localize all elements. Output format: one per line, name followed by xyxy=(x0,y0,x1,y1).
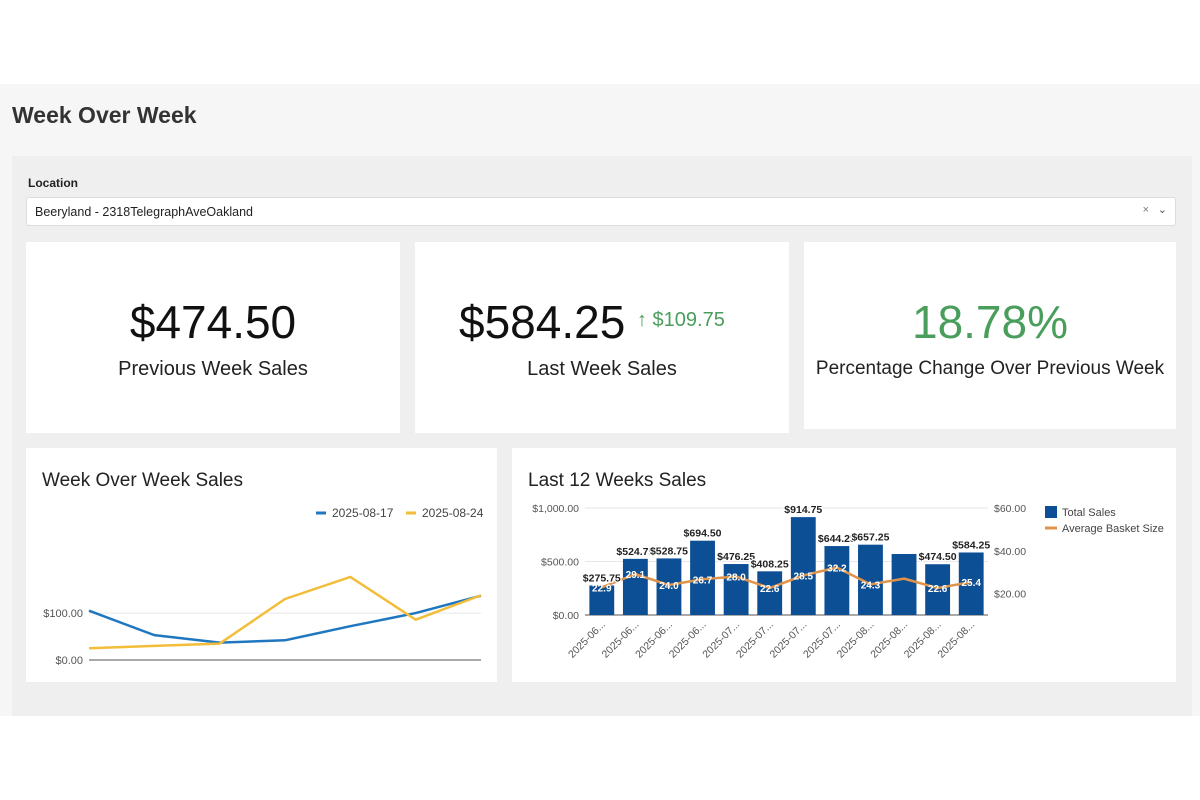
average-basket-label: 22.6 xyxy=(928,584,948,595)
average-basket-label: 24.0 xyxy=(659,581,679,592)
total-sales-bar[interactable] xyxy=(824,546,850,615)
location-select-value: Beeryland - 2318TelegraphAveOakland xyxy=(35,205,253,219)
total-sales-label: $657.25 xyxy=(851,532,889,544)
week-over-week-chart-title: Week Over Week Sales xyxy=(42,470,243,491)
average-basket-label: 26.7 xyxy=(693,575,713,586)
average-basket-label: 28.5 xyxy=(794,571,814,582)
previous-week-value: $474.50 xyxy=(129,296,297,348)
series-line-2025-08-24[interactable] xyxy=(88,575,482,650)
total-sales-bar[interactable] xyxy=(656,558,682,615)
page-title: Week Over Week xyxy=(12,102,197,128)
total-sales-label: $584.25 xyxy=(952,539,990,551)
total-sales-bar[interactable] xyxy=(723,564,749,615)
legend-label[interactable]: Average Basket Size xyxy=(1062,523,1164,535)
average-basket-label: 32.2 xyxy=(827,563,847,574)
total-sales-label: $694.50 xyxy=(684,528,722,540)
average-basket-label: 22.6 xyxy=(760,584,780,595)
last-week-delta: ↑ $109.75 xyxy=(637,309,725,331)
x-tick-label: 2025-08... xyxy=(935,619,977,661)
total-sales-label: $474.50 xyxy=(919,551,957,563)
average-basket-label: 29.1 xyxy=(626,570,646,581)
last-12-weeks-chart-title: Last 12 Weeks Sales xyxy=(528,470,707,491)
total-sales-label: $524.75 xyxy=(616,546,654,558)
last-week-label: Last Week Sales xyxy=(527,358,677,380)
percentage-change-label: Percentage Change Over Previous Week xyxy=(815,358,1165,379)
total-sales-bar[interactable] xyxy=(891,554,917,615)
total-sales-bar[interactable] xyxy=(622,558,648,615)
legend-label[interactable]: Total Sales xyxy=(1062,507,1116,519)
location-select[interactable]: Beeryland - 2318TelegraphAveOakland × ⌄ xyxy=(26,197,1176,226)
legend-label[interactable]: 2025-08-24 xyxy=(422,506,484,520)
last-week-value: $584.25 xyxy=(459,296,626,348)
total-sales-label: $408.25 xyxy=(751,558,789,570)
week-over-week-line-chart: $0.00 $100.00 2025-08-17 2025-08-24 xyxy=(43,506,484,667)
previous-week-card: $474.50 Previous Week Sales xyxy=(26,242,400,433)
y-left-tick-label: $500.00 xyxy=(541,557,579,569)
previous-week-label: Previous Week Sales xyxy=(118,358,308,380)
total-sales-label: $528.75 xyxy=(650,545,688,557)
percentage-change-value: 18.78% xyxy=(911,296,1068,348)
y-left-tick-label: $1,000.00 xyxy=(532,503,579,515)
average-basket-label: 24.3 xyxy=(861,580,881,591)
total-sales-label: $476.25 xyxy=(717,551,755,563)
legend-swatch xyxy=(1045,506,1057,518)
chevron-down-icon[interactable]: ⌄ xyxy=(1157,204,1167,216)
average-basket-line[interactable] xyxy=(601,566,972,590)
y-tick-label: $100.00 xyxy=(43,608,83,620)
total-sales-bar[interactable] xyxy=(925,564,951,615)
location-filter-label: Location xyxy=(28,176,78,190)
last-week-card: $584.25 ↑ $109.75 Last Week Sales xyxy=(415,242,789,433)
dashboard-panel: Location Beeryland - 2318TelegraphAveOak… xyxy=(12,156,1192,716)
average-basket-label: 25.4 xyxy=(961,578,981,589)
total-sales-bar[interactable] xyxy=(589,585,615,615)
average-basket-label: 22.9 xyxy=(592,583,612,594)
average-basket-label: 28.0 xyxy=(726,572,746,583)
y-tick-label: $0.00 xyxy=(55,655,83,667)
series-line-2025-08-17[interactable] xyxy=(88,594,482,644)
total-sales-bar[interactable] xyxy=(757,571,783,615)
percentage-change-card: 18.78% Percentage Change Over Previous W… xyxy=(804,242,1176,429)
clear-icon[interactable]: × xyxy=(1142,204,1149,216)
total-sales-label: $644.25 xyxy=(818,533,856,545)
last-12-weeks-chart-card: Last 12 Weeks Sales $0.00 $500.00 $1,000.0… xyxy=(512,448,1176,682)
week-over-week-chart-card: Week Over Week Sales $0.00 $100.00 2025-08… xyxy=(26,448,497,682)
total-sales-bar[interactable] xyxy=(790,517,816,615)
total-sales-label: $914.75 xyxy=(784,504,822,516)
legend-label[interactable]: 2025-08-17 xyxy=(332,506,394,520)
y-right-tick-label: $20.00 xyxy=(994,589,1026,601)
y-left-tick-label: $0.00 xyxy=(553,610,579,622)
y-right-tick-label: $60.00 xyxy=(994,503,1026,515)
y-right-tick-label: $40.00 xyxy=(994,546,1026,558)
last-12-weeks-combo-chart: $0.00 $500.00 $1,000.00 $20.00 $40.00 $60.00 2… xyxy=(532,503,1164,661)
total-sales-label: $275.75 xyxy=(583,572,621,584)
dashboard-page: Week Over Week Location Beeryland - 2318… xyxy=(0,84,1200,716)
